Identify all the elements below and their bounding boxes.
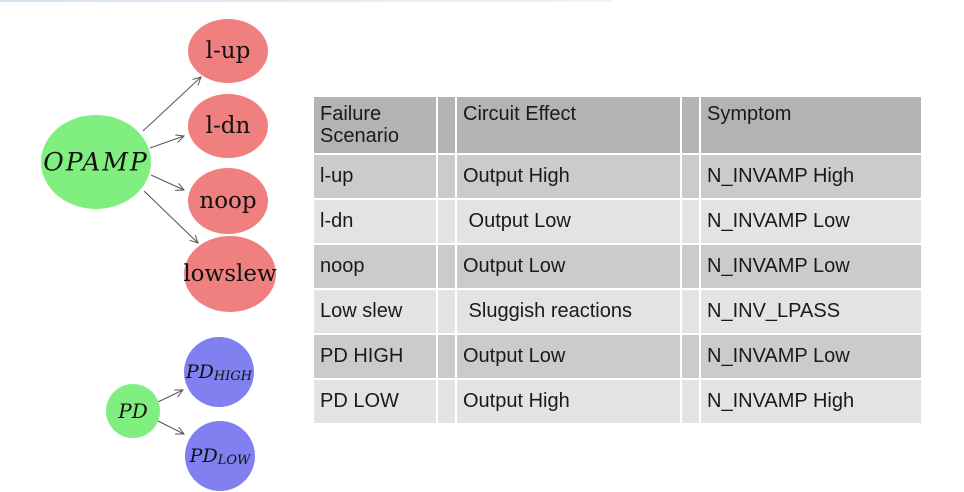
header-circuit-effect: Circuit Effect xyxy=(457,97,680,153)
node-pd-label: PD xyxy=(117,399,148,423)
edge-opamp-ldn xyxy=(149,136,184,149)
cell-scenario: Low slew xyxy=(314,290,436,333)
node-ldn-label: l-dn xyxy=(206,113,251,139)
cell-scenario: l-dn xyxy=(314,200,436,243)
cell-spacer xyxy=(682,200,699,243)
edge-opamp-lowslew xyxy=(143,190,198,243)
header-symptom: Symptom xyxy=(701,97,921,153)
edge-opamp-lup xyxy=(142,77,201,132)
node-noop xyxy=(188,168,268,234)
header-failure-scenario: Failure Scenario xyxy=(314,97,436,153)
edge-pd-high xyxy=(157,390,183,403)
top-border-line xyxy=(0,0,612,2)
node-lowslew xyxy=(184,236,276,312)
cell-spacer xyxy=(682,380,699,423)
cell-scenario: noop xyxy=(314,245,436,288)
cell-effect: Output Low xyxy=(457,335,680,378)
header-spacer-1 xyxy=(438,97,455,153)
cell-symptom: N_INVAMP Low xyxy=(701,245,921,288)
cell-spacer xyxy=(682,245,699,288)
cell-spacer xyxy=(438,155,455,198)
node-pd-high xyxy=(184,337,254,407)
cell-spacer xyxy=(438,200,455,243)
node-lup xyxy=(188,19,268,83)
cell-effect: Sluggish reactions xyxy=(457,290,680,333)
cell-scenario: PD LOW xyxy=(314,380,436,423)
cell-scenario: PD HIGH xyxy=(314,335,436,378)
cell-spacer xyxy=(682,335,699,378)
node-pd-low-label: PDLOW xyxy=(189,445,252,468)
cell-scenario: l-up xyxy=(314,155,436,198)
node-pd-high-label: PDHIGH xyxy=(185,361,253,384)
node-ldn xyxy=(188,94,268,158)
cell-symptom: N_INVAMP Low xyxy=(701,200,921,243)
cell-symptom: N_INVAMP Low xyxy=(701,335,921,378)
diagram-edges xyxy=(142,77,201,434)
header-spacer-2 xyxy=(682,97,699,153)
cell-spacer xyxy=(438,380,455,423)
node-lowslew-label: lowslew xyxy=(183,261,277,287)
edge-pd-low xyxy=(157,420,184,434)
node-pd-low xyxy=(185,421,255,491)
cell-spacer xyxy=(438,245,455,288)
cell-spacer xyxy=(682,290,699,333)
node-opamp xyxy=(41,115,151,209)
cell-symptom: N_INV_LPASS xyxy=(701,290,921,333)
cell-effect: Output Low xyxy=(457,245,680,288)
cell-symptom: N_INVAMP High xyxy=(701,380,921,423)
cell-effect: Output High xyxy=(457,380,680,423)
cell-effect: Output Low xyxy=(457,200,680,243)
failure-scenario-table: Failure Scenario Circuit Effect Symptom … xyxy=(314,97,921,423)
cell-effect: Output High xyxy=(457,155,680,198)
cell-spacer xyxy=(682,155,699,198)
edge-opamp-noop xyxy=(150,174,184,190)
node-noop-label: noop xyxy=(199,188,256,214)
cell-spacer xyxy=(438,290,455,333)
cell-spacer xyxy=(438,335,455,378)
cell-symptom: N_INVAMP High xyxy=(701,155,921,198)
node-pd xyxy=(106,384,160,438)
node-lup-label: l-up xyxy=(206,38,251,64)
node-opamp-label: OPAMP xyxy=(43,148,149,177)
